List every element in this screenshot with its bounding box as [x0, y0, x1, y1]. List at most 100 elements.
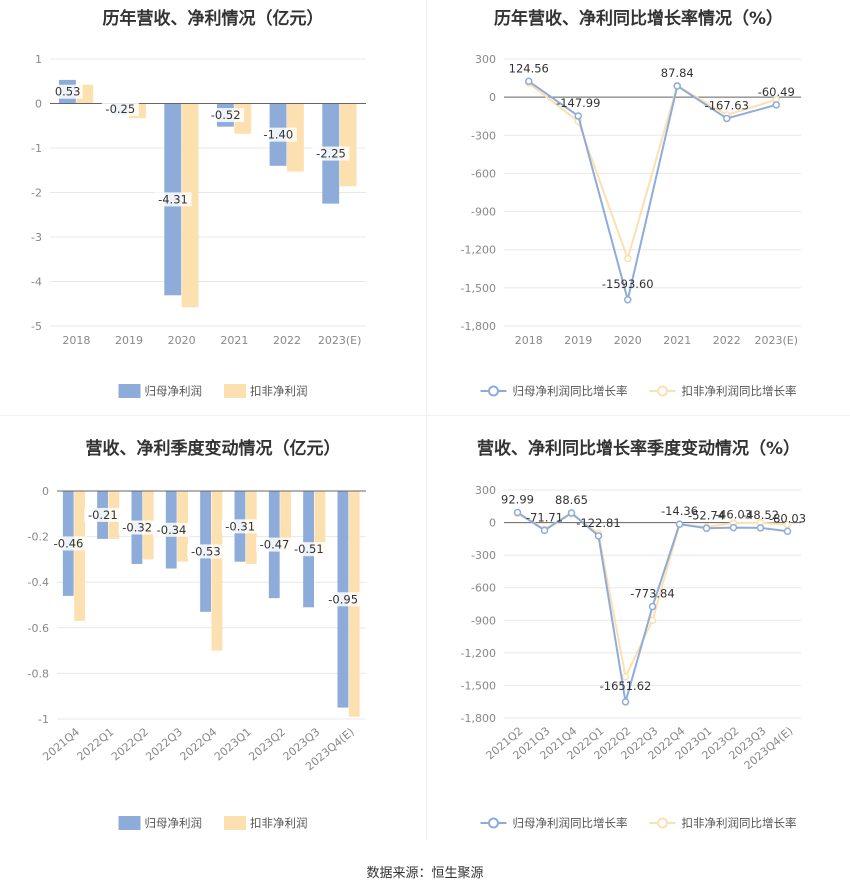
data-point: [772, 101, 780, 109]
data-label: -1.40: [263, 128, 293, 142]
chart-title: 历年营收、净利情况（亿元）: [102, 9, 324, 29]
x-tick-label: 2020: [614, 334, 642, 347]
quarterly-growth-line-chart: 300 0 -300 -600 -900 -1,200 -1,500 -1,800 92.99 -…: [461, 484, 807, 830]
y-tick-label: -600: [471, 167, 496, 180]
y-tick-label: -1,200: [461, 647, 496, 660]
data-label-bg: [312, 146, 350, 161]
x-tick-label: 2018: [515, 334, 543, 347]
data-point: [783, 527, 792, 536]
data-label: -147.99: [556, 96, 600, 110]
y-tick-label: 300: [475, 53, 496, 66]
y-tick-label: 300: [475, 484, 496, 497]
data-point: [624, 296, 632, 304]
data-point: [513, 508, 522, 517]
x-tick-label: 2021: [663, 334, 691, 347]
y-tick-label: -300: [471, 549, 496, 562]
y-tick-label: 0: [42, 485, 49, 498]
data-label-bg: [187, 544, 225, 559]
legend-label: 归母净利润同比增长率: [513, 816, 628, 830]
data-label-bg: [207, 108, 245, 123]
x-tick-label: 2019: [564, 334, 592, 347]
chart-title: 历年营收、净利同比增长率情况（%）: [493, 9, 784, 29]
legend-swatch: [118, 816, 141, 830]
y-tick-label: -3: [31, 231, 42, 244]
legend-label: 归母净利润同比增长率: [513, 384, 628, 398]
x-tick-label: 2020: [168, 334, 196, 347]
data-label: -60.49: [758, 85, 795, 99]
y-tick-label: -1,200: [461, 244, 496, 257]
x-tick-label: 2022Q4: [178, 725, 220, 763]
legend-label: 扣非净利润同比增长率: [682, 384, 797, 398]
legend-label: 归母净利润: [145, 816, 203, 830]
data-point: [729, 523, 738, 532]
bar-deducted-net-profit: [280, 491, 291, 551]
data-label-bg: [118, 520, 156, 535]
legend-marker: [657, 817, 668, 829]
bar-deducted-net-profit: [211, 491, 223, 651]
y-tick-label: -0.6: [28, 622, 49, 635]
data-label: -0.47: [260, 538, 290, 552]
legend-marker: [657, 385, 668, 397]
legend-label: 归母净利润: [145, 384, 203, 398]
data-label: 92.99: [501, 492, 534, 506]
bar-deducted-net-profit: [314, 491, 326, 555]
data-point: [624, 254, 632, 263]
series-line-deducted-growth: [528, 82, 777, 262]
data-point: [525, 77, 533, 86]
x-tick-label: 2019: [115, 334, 143, 347]
data-label: -773.84: [630, 587, 674, 601]
x-tick-label: 2022: [273, 334, 301, 347]
data-label: -0.32: [122, 520, 152, 534]
data-point: [673, 82, 681, 90]
y-tick-label: -1,500: [461, 282, 496, 295]
horizontal-divider: [0, 415, 850, 416]
x-tick-label: 2023(E): [754, 334, 798, 347]
y-tick-label: -0.8: [28, 667, 49, 680]
data-label-bg: [259, 127, 297, 142]
x-tick-label: 2023(E): [318, 334, 362, 347]
data-point: [702, 524, 711, 533]
y-tick-label: -600: [471, 582, 496, 595]
data-label-bg: [154, 192, 192, 207]
series-line-parent-growth: [528, 80, 777, 301]
legend-label: 扣非净利润: [250, 384, 308, 398]
data-label: 0.53: [55, 85, 81, 99]
data-label: -48.52: [742, 508, 779, 522]
annual-growth-line-chart: 300 0 -300 -600 -900 -1,200 -1,500 -1,800 124.56…: [461, 53, 801, 398]
legend-label: 扣非净利润同比增长率: [682, 816, 797, 830]
annual-profit-bar-panel: 历年营收、净利情况（亿元） 1 0 -1 -2 -3 -4 -5 0.53 -0.25 -4.31…: [0, 0, 426, 410]
y-tick-label: -0.4: [28, 576, 49, 589]
data-label: -80.03: [769, 511, 806, 525]
data-label: 87.84: [661, 66, 694, 80]
x-tick-label: 2022Q1: [75, 725, 117, 763]
legend-label: 扣非净利润: [250, 816, 308, 830]
data-point: [621, 672, 630, 681]
legend-swatch: [118, 384, 141, 398]
legend-marker: [488, 817, 499, 829]
y-tick-label: -1,500: [461, 679, 496, 692]
y-tick-label: -1,800: [461, 320, 496, 333]
data-label: -122.81: [576, 516, 620, 530]
data-label: -14.36: [661, 504, 698, 518]
data-label-bg: [153, 522, 191, 537]
legend-swatch: [224, 816, 246, 830]
data-label-bg: [256, 537, 294, 552]
y-tick-label: -900: [471, 614, 496, 627]
data-label-bg: [101, 102, 139, 117]
x-tick-label: 2021: [220, 334, 248, 347]
data-label-bg: [50, 536, 88, 551]
data-source-footer: 数据来源：恒生聚源: [366, 866, 484, 881]
data-point: [621, 698, 630, 706]
data-label: -1651.62: [600, 679, 652, 693]
quarterly-profit-bar-panel: 营收、净利季度变动情况（亿元） 0 -0.2 -0.4 -0.6 -0.8 -1 -0.46…: [0, 430, 426, 840]
data-point: [756, 524, 765, 532]
bar-deducted-net-profit: [74, 491, 85, 621]
data-point: [540, 526, 549, 535]
chart-title: 营收、净利同比增长率季度变动情况（%）: [476, 439, 801, 459]
data-label: -0.52: [211, 108, 241, 122]
data-label: -0.46: [54, 536, 84, 550]
quarterly-profit-bar-chart: 0-0.2-0.4-0.6-0.8-1-0.46-0.21-0.32 -0.34-…: [28, 485, 366, 830]
x-tick-label: 2022Q3: [143, 725, 185, 763]
legend-marker: [488, 385, 499, 397]
y-tick-label: -900: [471, 206, 496, 219]
